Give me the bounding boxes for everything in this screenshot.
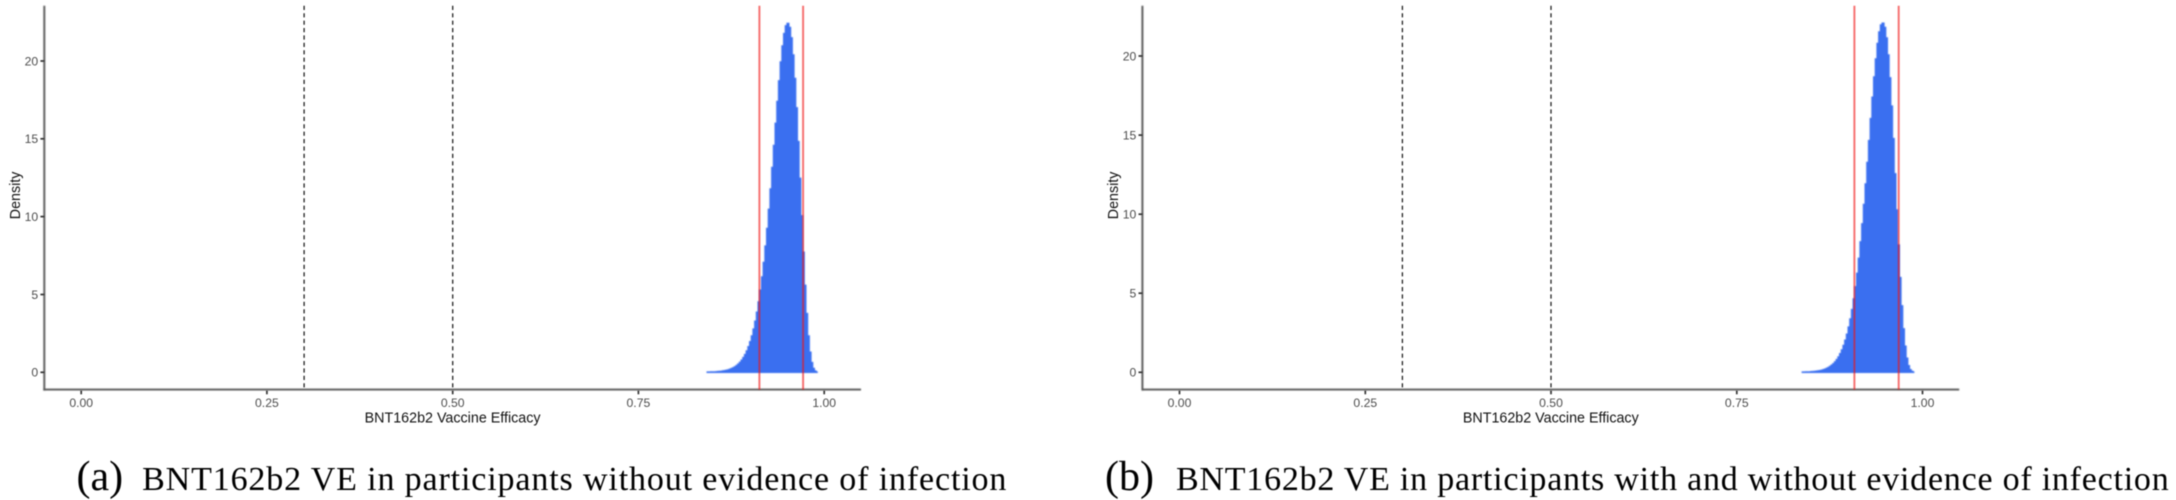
svg-text:5: 5: [1130, 287, 1137, 301]
svg-text:10: 10: [1123, 208, 1137, 222]
svg-text:0: 0: [1130, 366, 1137, 380]
svg-text:15: 15: [1123, 128, 1137, 142]
svg-text:BNT162b2 Vaccine Efficacy: BNT162b2 Vaccine Efficacy: [1463, 411, 1640, 427]
svg-text:0.25: 0.25: [1353, 396, 1377, 410]
svg-text:0.50: 0.50: [1539, 396, 1563, 410]
svg-text:0.75: 0.75: [1725, 396, 1749, 410]
svg-text:Density: Density: [8, 171, 24, 220]
svg-text:20: 20: [25, 54, 39, 68]
svg-text:BNT162b2 Vaccine Efficacy: BNT162b2 Vaccine Efficacy: [365, 411, 542, 427]
svg-text:10: 10: [25, 210, 39, 224]
svg-text:0.50: 0.50: [441, 396, 465, 410]
svg-text:1.00: 1.00: [1911, 396, 1935, 410]
svg-text:0: 0: [31, 366, 38, 380]
svg-text:Density: Density: [1106, 171, 1122, 220]
svg-text:5: 5: [31, 288, 38, 302]
svg-text:0.00: 0.00: [1168, 396, 1192, 410]
svg-text:20: 20: [1123, 49, 1137, 63]
svg-text:0.25: 0.25: [255, 396, 279, 410]
svg-text:15: 15: [25, 132, 39, 146]
svg-text:0.00: 0.00: [69, 396, 93, 410]
svg-text:1.00: 1.00: [812, 396, 836, 410]
svg-text:0.75: 0.75: [627, 396, 651, 410]
